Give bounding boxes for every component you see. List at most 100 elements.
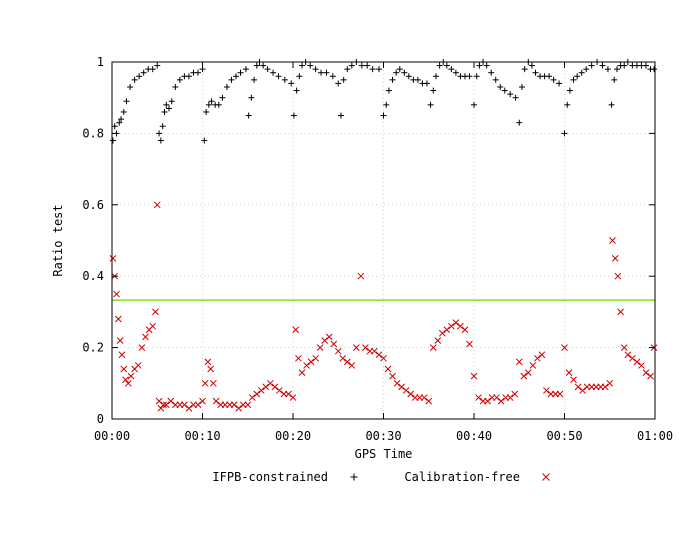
ifpb-point <box>471 101 477 108</box>
calibration-free-point <box>647 372 654 380</box>
calibration-free-point <box>298 369 306 376</box>
ifpb-point <box>163 101 170 108</box>
ifpb-point <box>512 94 519 101</box>
calibration-free-point <box>642 369 650 376</box>
calibration-free-point <box>343 358 351 366</box>
ifpb-point <box>570 76 577 83</box>
calibration-free-point <box>529 362 537 369</box>
ifpb-point <box>578 69 585 76</box>
ifpb-point <box>275 73 282 80</box>
ifpb-point <box>136 73 143 80</box>
ifpb-point <box>109 137 116 144</box>
ifpb-point <box>296 73 303 80</box>
calibration-free-point <box>475 394 482 401</box>
ifpb-point <box>436 62 443 69</box>
calibration-free-point <box>620 344 628 351</box>
calibration-free-point <box>425 397 433 405</box>
ifpb-point <box>154 62 161 69</box>
ifpb-point <box>611 76 618 83</box>
ifpb-point <box>613 66 620 73</box>
ifpb-point <box>123 98 130 105</box>
ifpb-point <box>430 87 437 94</box>
calibration-free-point <box>212 397 220 405</box>
calibration-free-point <box>633 358 641 366</box>
ifpb-point <box>443 62 450 69</box>
calibration-free-point <box>429 344 437 351</box>
calibration-free-point <box>570 376 577 384</box>
calibration-free-point <box>506 394 514 401</box>
calibration-free-point <box>207 365 214 373</box>
ifpb-point <box>599 62 606 69</box>
ifpb-point <box>323 69 330 76</box>
calibration-free-point <box>362 344 369 351</box>
calibration-free-point <box>230 401 238 409</box>
ifpb-point <box>518 83 525 90</box>
ifpb-point <box>588 62 595 69</box>
ifpb-point <box>483 62 490 69</box>
calibration-free-point <box>312 354 319 362</box>
calibration-free-point <box>285 390 292 398</box>
ifpb-point <box>375 66 382 73</box>
calibration-free-point <box>204 358 212 366</box>
calibration-free-point <box>138 344 146 351</box>
calibration-free-point <box>149 322 157 330</box>
calibration-free-point <box>407 390 415 398</box>
calibration-free-point <box>402 387 410 394</box>
calibration-free-point <box>244 401 252 409</box>
calibration-free-point <box>611 254 619 262</box>
calibration-free-point <box>339 354 347 362</box>
calibration-free-point <box>295 354 302 362</box>
calibration-free-point <box>321 337 329 344</box>
calibration-free-point <box>124 379 132 387</box>
ifpb-point <box>288 80 295 87</box>
ifpb-point <box>159 123 166 130</box>
calibration-free-point <box>113 290 120 298</box>
ifpb-point <box>369 66 376 73</box>
calibration-free-point <box>609 237 616 244</box>
ifpb-point <box>201 137 208 144</box>
calibration-free-point <box>556 390 564 398</box>
ifpb-point <box>293 87 300 94</box>
ifpb-point <box>203 108 210 115</box>
ifpb-point <box>264 66 271 73</box>
ifpb-point <box>337 112 344 119</box>
ifpb-point <box>466 73 473 80</box>
ifpb-point <box>215 101 222 108</box>
calibration-free-point <box>448 322 455 330</box>
calibration-free-point <box>134 362 142 369</box>
ifpb-point <box>452 69 459 76</box>
y-tick-label: 0.2 <box>82 341 104 355</box>
ifpb-point <box>208 98 215 105</box>
calibration-free-point <box>267 379 274 387</box>
calibration-free-point <box>142 333 149 341</box>
ifpb-point <box>348 62 355 69</box>
calibration-free-point <box>574 383 582 391</box>
legend-cross-icon <box>542 473 550 481</box>
calibration-free-point <box>334 347 342 355</box>
ifpb-point <box>621 62 628 69</box>
calibration-free-point <box>109 254 117 262</box>
legend-label-calibration-free: Calibration-free <box>404 470 520 484</box>
ifpb-point <box>528 62 535 69</box>
ifpb-point <box>396 66 403 73</box>
ifpb-point <box>389 76 396 83</box>
ifpb-point <box>651 66 658 73</box>
ifpb-point <box>340 76 347 83</box>
calibration-free-point <box>533 354 541 362</box>
ifpb-point <box>566 87 573 94</box>
y-tick-label: 1 <box>97 55 104 69</box>
calibration-free-point <box>257 387 265 394</box>
calibration-free-point <box>434 337 442 344</box>
ifpb-point <box>344 66 351 73</box>
calibration-free-point <box>292 326 300 334</box>
calibration-free-point <box>565 369 573 376</box>
calibration-free-point <box>493 394 500 401</box>
ifpb-point <box>237 69 244 76</box>
y-tick-label: 0.8 <box>82 126 104 140</box>
ifpb-point <box>161 108 168 115</box>
calibration-free-point <box>160 401 167 409</box>
ifpb-point <box>564 101 571 108</box>
calibration-free-point <box>155 397 163 405</box>
ifpb-point <box>488 69 495 76</box>
x-tick-label: 00:20 <box>275 429 311 443</box>
